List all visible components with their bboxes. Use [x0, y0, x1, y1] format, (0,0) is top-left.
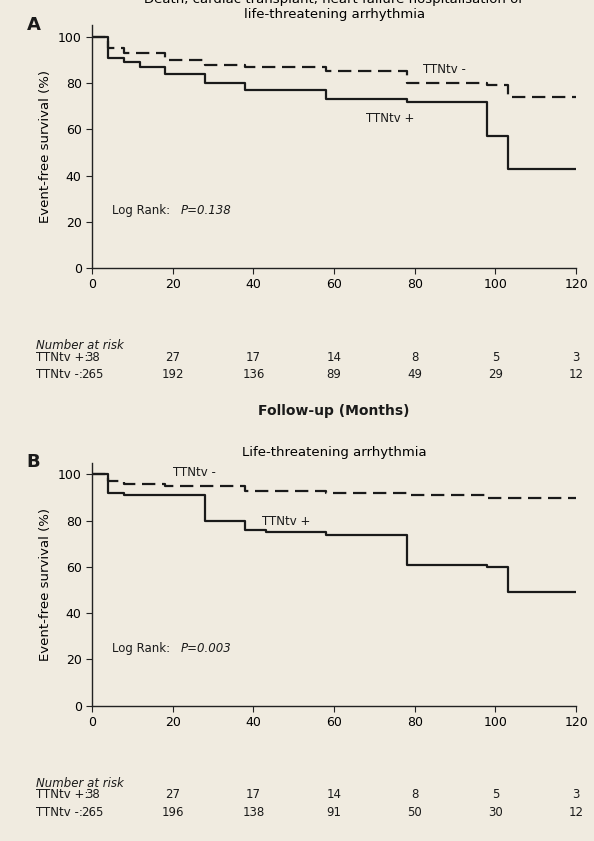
Text: 8: 8: [411, 788, 419, 801]
Text: 12: 12: [568, 806, 584, 819]
Text: 27: 27: [165, 788, 180, 801]
Text: 38: 38: [85, 351, 99, 363]
Text: 136: 136: [242, 368, 265, 381]
Text: 138: 138: [242, 806, 264, 819]
Text: TTNtv +:: TTNtv +:: [36, 788, 89, 801]
Text: Number at risk: Number at risk: [36, 340, 124, 352]
Text: 27: 27: [165, 351, 180, 363]
Text: TTNtv -:: TTNtv -:: [36, 368, 83, 381]
Text: TTNtv -:: TTNtv -:: [36, 806, 83, 819]
Text: 5: 5: [492, 788, 499, 801]
Text: TTNtv -: TTNtv -: [173, 466, 216, 479]
Title: Death, cardiac transplant, heart failure hospitalisation or
life-threatening arr: Death, cardiac transplant, heart failure…: [144, 0, 524, 21]
Text: TTNtv -: TTNtv -: [423, 63, 466, 77]
Text: 14: 14: [327, 788, 342, 801]
Text: 38: 38: [85, 788, 99, 801]
Y-axis label: Event-free survival (%): Event-free survival (%): [39, 70, 52, 223]
Text: 5: 5: [492, 351, 499, 363]
Text: 91: 91: [327, 806, 342, 819]
Text: 89: 89: [327, 368, 342, 381]
Text: 265: 265: [81, 368, 103, 381]
Text: TTNtv +: TTNtv +: [366, 112, 415, 124]
Text: 8: 8: [411, 351, 419, 363]
Text: TTNtv +:: TTNtv +:: [36, 351, 89, 363]
Text: 196: 196: [162, 806, 184, 819]
Text: 50: 50: [407, 806, 422, 819]
Text: Log Rank:: Log Rank:: [112, 642, 174, 655]
Text: 29: 29: [488, 368, 503, 381]
Text: TTNtv +: TTNtv +: [261, 515, 310, 527]
Text: 265: 265: [81, 806, 103, 819]
Text: 12: 12: [568, 368, 584, 381]
Text: A: A: [27, 15, 40, 34]
Text: 49: 49: [407, 368, 422, 381]
Text: 17: 17: [246, 788, 261, 801]
Text: 3: 3: [573, 788, 580, 801]
Y-axis label: Event-free survival (%): Event-free survival (%): [39, 508, 52, 661]
Text: 30: 30: [488, 806, 503, 819]
Text: Number at risk: Number at risk: [36, 777, 124, 790]
Text: P=0.003: P=0.003: [181, 642, 231, 655]
Text: 14: 14: [327, 351, 342, 363]
Text: B: B: [27, 453, 40, 471]
Text: P=0.138: P=0.138: [181, 204, 231, 217]
Text: 17: 17: [246, 351, 261, 363]
Text: 3: 3: [573, 351, 580, 363]
Title: Life-threatening arrhythmia: Life-threatening arrhythmia: [242, 446, 426, 459]
Text: Follow-up (Months): Follow-up (Months): [258, 404, 410, 418]
Text: 192: 192: [162, 368, 184, 381]
Text: Log Rank:: Log Rank:: [112, 204, 174, 217]
